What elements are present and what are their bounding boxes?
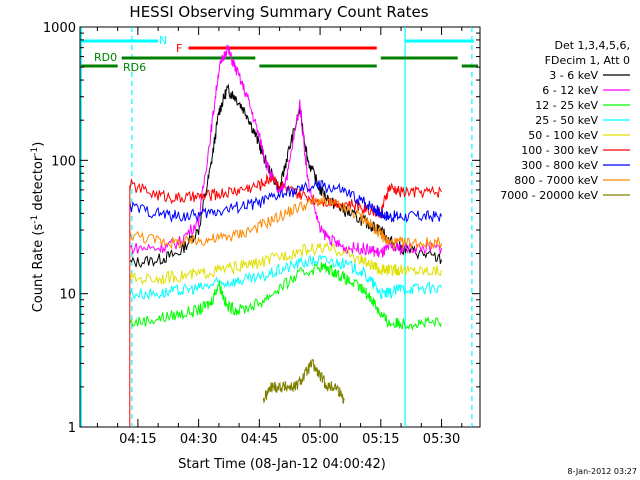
f-flag-label: F xyxy=(176,42,182,55)
flags-layer: NF RD0 RD6 xyxy=(80,27,478,427)
series-layer xyxy=(129,44,442,427)
series-line xyxy=(129,44,442,259)
series-line xyxy=(129,241,442,286)
rd0-flag-label: RD0 xyxy=(94,51,117,64)
y-tick-label: 1000 xyxy=(43,21,76,36)
y-axis-label: Count Rate (s-1 detector-1) xyxy=(30,142,46,313)
x-tick-label: 05:30 xyxy=(423,432,460,447)
x-tick-label: 05:15 xyxy=(362,432,399,447)
ticks-layer: 04:15 04:30 04:45 05:00 05:15 05:30 1 10 100 1000 xyxy=(43,21,480,447)
footer-date: 8-Jan-2012 03:27 xyxy=(567,467,637,476)
n-flag-label: N xyxy=(159,34,167,47)
legend-entry-label: 50 - 100 keV xyxy=(528,129,598,142)
legend-header-line: FDecim 1, Att 0 xyxy=(545,54,630,67)
y-axis-label-part: Count Rate (s xyxy=(31,224,46,313)
series-line xyxy=(129,193,442,249)
legend-entry-label: 300 - 800 keV xyxy=(521,159,598,172)
y-axis-label-part: ) xyxy=(31,142,46,147)
legend-entry-label: 25 - 50 keV xyxy=(535,114,598,127)
y-axis-label-part: detector xyxy=(31,155,46,215)
chart-title: HESSI Observing Summary Count Rates xyxy=(129,3,428,21)
series-line xyxy=(129,180,442,223)
x-tick-label: 04:30 xyxy=(180,432,217,447)
legend-entry-label: 100 - 300 keV xyxy=(521,144,598,157)
series-line xyxy=(129,262,442,331)
rd6-flag-label: RD6 xyxy=(123,61,146,74)
y-tick-label: 100 xyxy=(51,154,76,169)
x-tick-label: 05:00 xyxy=(301,432,338,447)
legend: Det 1,3,4,5,6, FDecim 1, Att 0 3 - 6 keV 6 … xyxy=(500,39,630,202)
y-axis-label-part: -1 xyxy=(30,215,40,224)
legend-header-line: Det 1,3,4,5,6, xyxy=(554,39,630,52)
y-tick-label: 1 xyxy=(68,421,76,436)
legend-entry-label: 7000 - 20000 keV xyxy=(500,189,598,202)
x-tick-label: 04:15 xyxy=(119,432,156,447)
legend-entry-label: 12 - 25 keV xyxy=(535,99,598,112)
y-tick-label: 10 xyxy=(59,288,76,303)
series-line xyxy=(262,358,345,404)
x-tick-label: 04:45 xyxy=(241,432,278,447)
legend-entry-label: 800 - 7000 keV xyxy=(514,174,598,187)
legend-entry-label: 3 - 6 keV xyxy=(549,69,598,82)
y-axis-label-part: -1 xyxy=(30,147,40,156)
x-axis-label: Start Time (08-Jan-12 04:00:42) xyxy=(178,457,386,472)
legend-entry-label: 6 - 12 keV xyxy=(542,84,598,97)
series-line xyxy=(129,173,442,219)
series-line xyxy=(129,254,442,301)
